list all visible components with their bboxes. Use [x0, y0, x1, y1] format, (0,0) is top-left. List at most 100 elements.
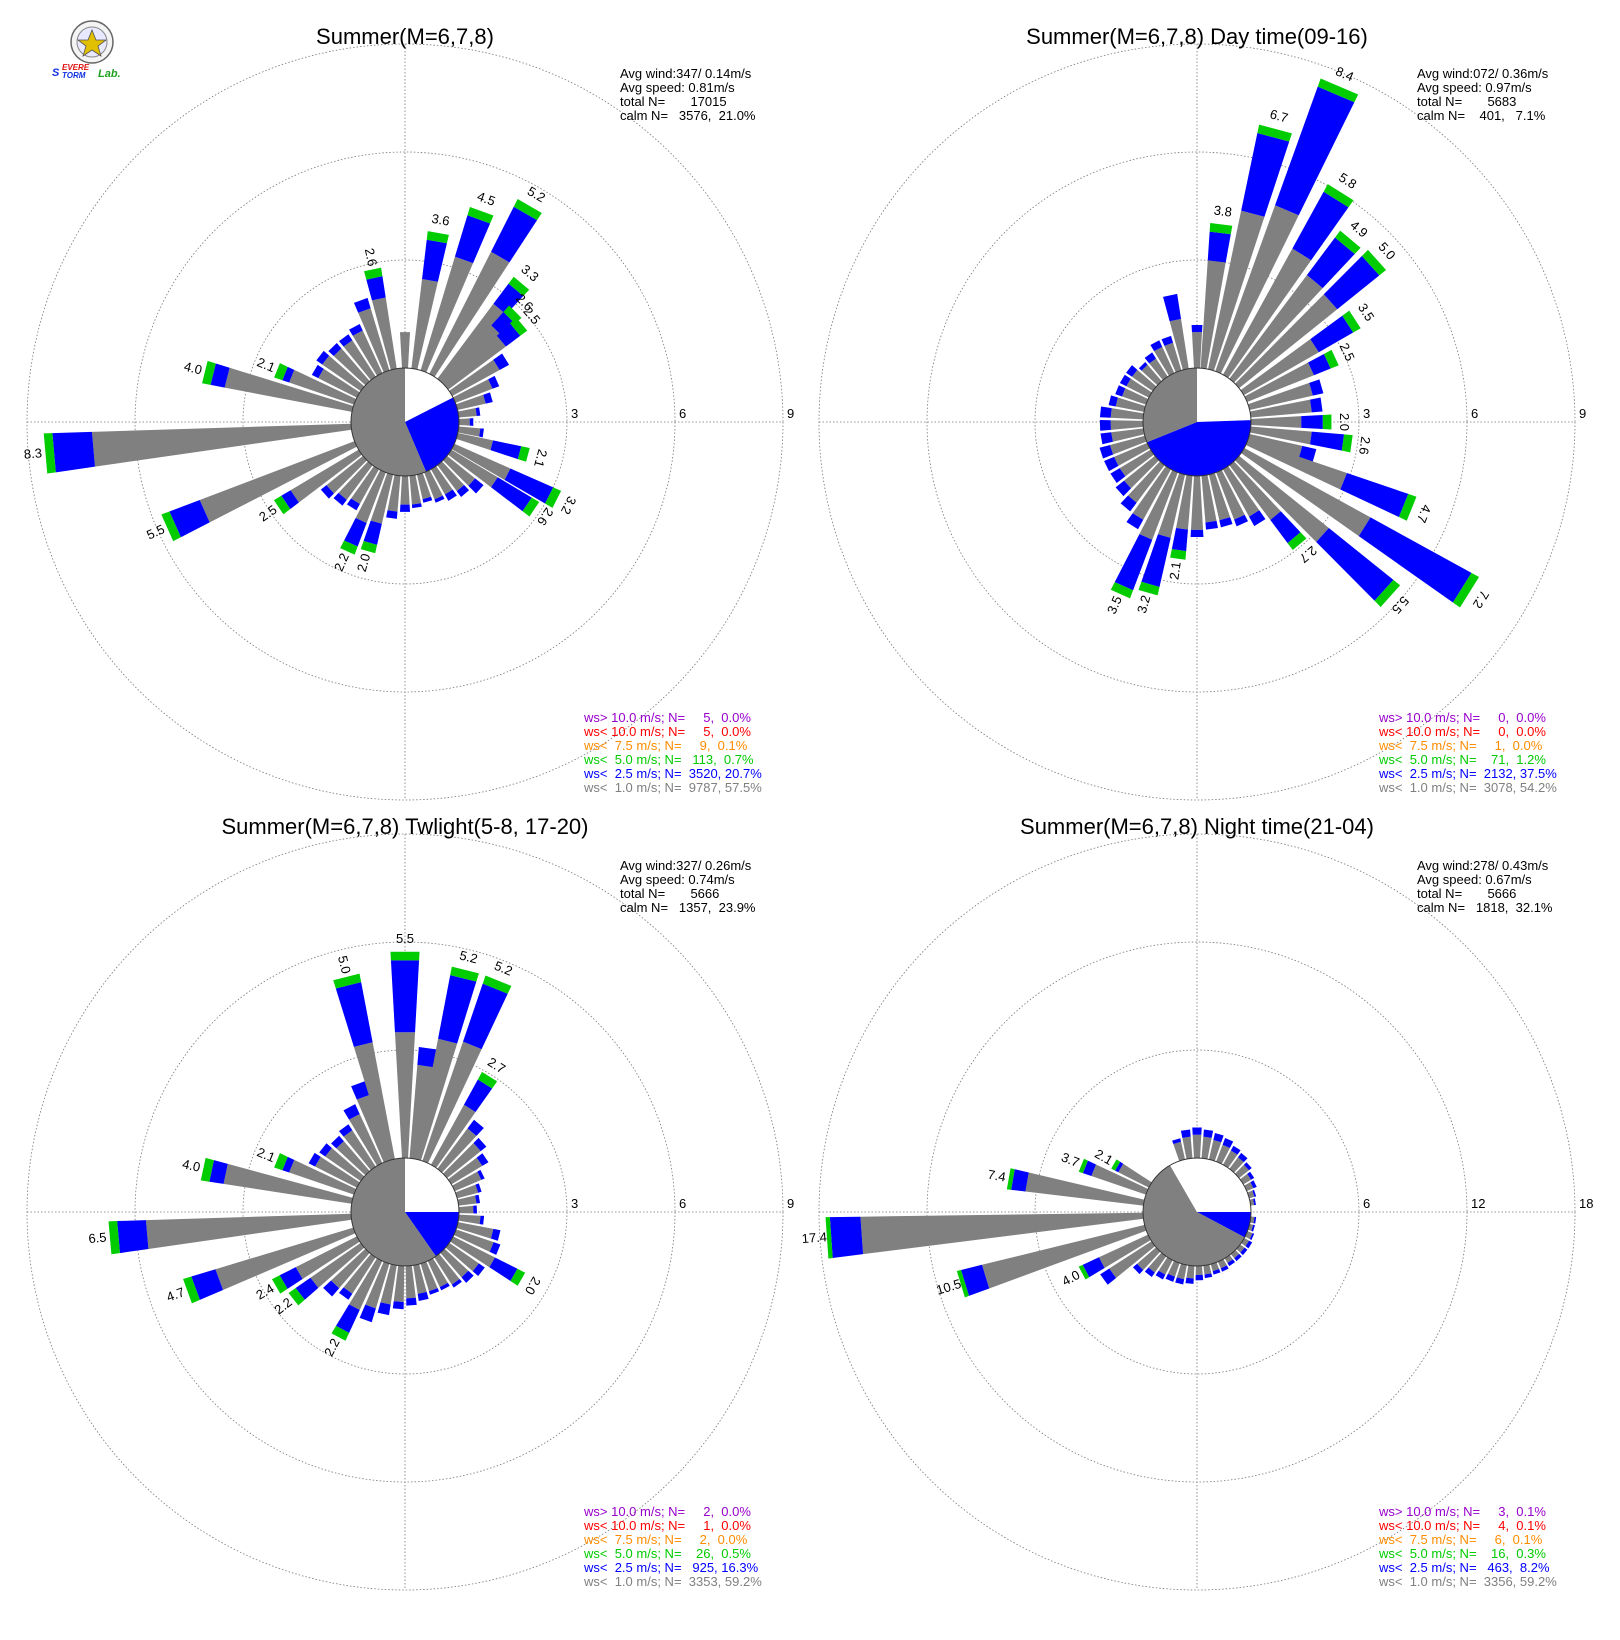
legend-entry: ws> 10.0 m/s; N= 0, 0.0%	[1378, 710, 1546, 725]
direction-bar	[443, 455, 484, 494]
bar-segment-lt2_5	[346, 498, 360, 511]
bar-segment-lt2_5	[1306, 237, 1355, 289]
bar-segment-lt1	[451, 443, 511, 480]
ring-tick-label: 6	[1471, 406, 1478, 421]
bar-segment-lt2_5	[1165, 1273, 1175, 1282]
direction-bar	[1201, 474, 1218, 530]
bar-total-label: 2.5	[1337, 341, 1358, 364]
bar-segment-lt2_5	[422, 239, 447, 282]
bar-segment-lt2_5	[1204, 1273, 1213, 1279]
bar-total-label: 5.0	[335, 954, 354, 975]
bar-segment-lt2_5	[295, 1277, 319, 1300]
direction-bar	[1175, 1263, 1187, 1285]
direction-bar	[339, 1253, 376, 1300]
bar-segment-lt2_5	[209, 1160, 228, 1184]
bar-total-label: 8.3	[23, 445, 42, 462]
direction-bar: 2.7	[431, 1054, 508, 1168]
calm-sector	[1197, 1158, 1228, 1212]
bar-segment-lt1	[437, 1128, 477, 1173]
bar-segment-lt2_5	[1195, 1274, 1204, 1281]
bar-segment-lt1	[393, 1265, 405, 1302]
bar-segment-lt1	[352, 330, 383, 376]
bar-segment-lt1	[1240, 339, 1319, 396]
legend-entry: ws< 2.5 m/s; N= 3520, 20.7%	[583, 766, 762, 781]
direction-bar: 5.0	[1235, 239, 1399, 389]
bar-segment-lt1	[448, 1157, 483, 1185]
bar-segment-lt5	[517, 446, 530, 462]
stat-line: Avg wind:347/ 0.14m/s	[620, 66, 752, 81]
bar-segment-lt1	[1167, 1260, 1180, 1277]
bar-segment-lt1	[1190, 475, 1204, 530]
bar-segment-lt1	[349, 1258, 383, 1311]
bar-segment-lt2_5	[399, 504, 411, 512]
bar-segment-lt1	[456, 433, 494, 451]
bar-segment-lt1	[394, 1032, 416, 1159]
bar-segment-lt1	[422, 1041, 482, 1164]
bar-segment-lt2_5	[434, 495, 445, 503]
bar-total-label: 2.2	[321, 1336, 343, 1359]
bar-total-label: 4.0	[183, 359, 204, 378]
bar-segment-lt2_5	[489, 1257, 518, 1281]
ring-tick-label: 6	[1363, 1196, 1370, 1211]
direction-bar	[339, 1124, 376, 1171]
direction-bar: 2.1	[255, 354, 357, 405]
direction-bar	[1119, 374, 1152, 398]
bar-segment-lt1	[457, 426, 481, 437]
bar-segment-lt1	[981, 1224, 1147, 1289]
bar-segment-lt2_5	[1234, 1253, 1242, 1262]
bar-segment-lt5	[467, 206, 494, 224]
direction-bar	[1132, 1247, 1161, 1275]
direction-bar: 2.2	[271, 1242, 365, 1317]
bar-segment-lt2_5	[1298, 445, 1317, 463]
bar-segment-lt1	[365, 1261, 390, 1309]
direction-bar	[1223, 1145, 1241, 1168]
bar-segment-lt5	[1323, 184, 1354, 208]
bar-segment-lt2_5	[343, 1104, 360, 1120]
bar-segment-lt2_5	[493, 353, 510, 370]
bar-segment-lt2_5	[335, 982, 373, 1047]
direction-bar: 2.1	[1092, 1146, 1152, 1188]
direction-bar	[1190, 475, 1204, 538]
bar-segment-lt5	[1170, 549, 1187, 560]
direction-bar	[457, 426, 484, 438]
bar-segment-lt1	[458, 418, 470, 426]
logo-word-storm: TORM	[62, 71, 86, 80]
direction-bar	[1104, 442, 1150, 472]
bar-segment-lt5	[364, 267, 383, 280]
bar-total-label: 7.2	[1470, 588, 1492, 611]
bar-segment-lt2_5	[475, 407, 481, 416]
direction-bar	[1165, 1260, 1180, 1282]
bar-segment-lt2_5	[490, 440, 522, 460]
bar-segment-lt5	[331, 1325, 350, 1341]
bar-segment-lt1	[1216, 1144, 1230, 1164]
bar-segment-lt1	[1240, 1173, 1252, 1185]
direction-bar: 4.9	[1229, 217, 1371, 383]
bar-segment-lt1	[399, 332, 411, 369]
bar-total-label: 7.4	[987, 1167, 1007, 1185]
bar-segment-lt1	[431, 466, 453, 495]
bar-segment-lt1	[452, 1171, 482, 1192]
bar-segment-lt2_5	[319, 1143, 332, 1157]
direction-bar	[1115, 385, 1149, 405]
bar-segment-lt5	[288, 1288, 305, 1306]
bar-total-label: 5.0	[1375, 239, 1398, 262]
bar-segment-lt2_5	[1323, 255, 1380, 310]
direction-bar: 10.5	[934, 1224, 1147, 1298]
direction-bar	[392, 1265, 405, 1310]
logo-letter-s: S	[52, 67, 60, 79]
calm-sector	[405, 1158, 459, 1212]
legend-entry: ws< 7.5 m/s; N= 6, 0.1%	[1378, 1532, 1543, 1547]
bar-segment-lt2_5	[456, 484, 470, 497]
bar-segment-lt1	[318, 368, 360, 398]
bar-segment-lt1	[450, 1236, 495, 1268]
bar-segment-lt1	[1215, 205, 1299, 374]
bar-segment-lt5	[1110, 582, 1134, 599]
direction-bar	[1155, 1257, 1173, 1280]
panel-title: Summer(M=6,7,8) Day time(09-16)	[1026, 24, 1368, 49]
bar-segment-lt1	[1131, 369, 1157, 392]
direction-bar	[343, 1104, 383, 1166]
bar-segment-lt1	[224, 367, 354, 412]
wind-rose-panel: 3 6 93.64.5 5.23.32.62.52.13.22.62.02.22.55…	[23, 24, 794, 801]
calm-sector	[405, 397, 460, 472]
bar-segment-lt5	[1452, 572, 1480, 608]
